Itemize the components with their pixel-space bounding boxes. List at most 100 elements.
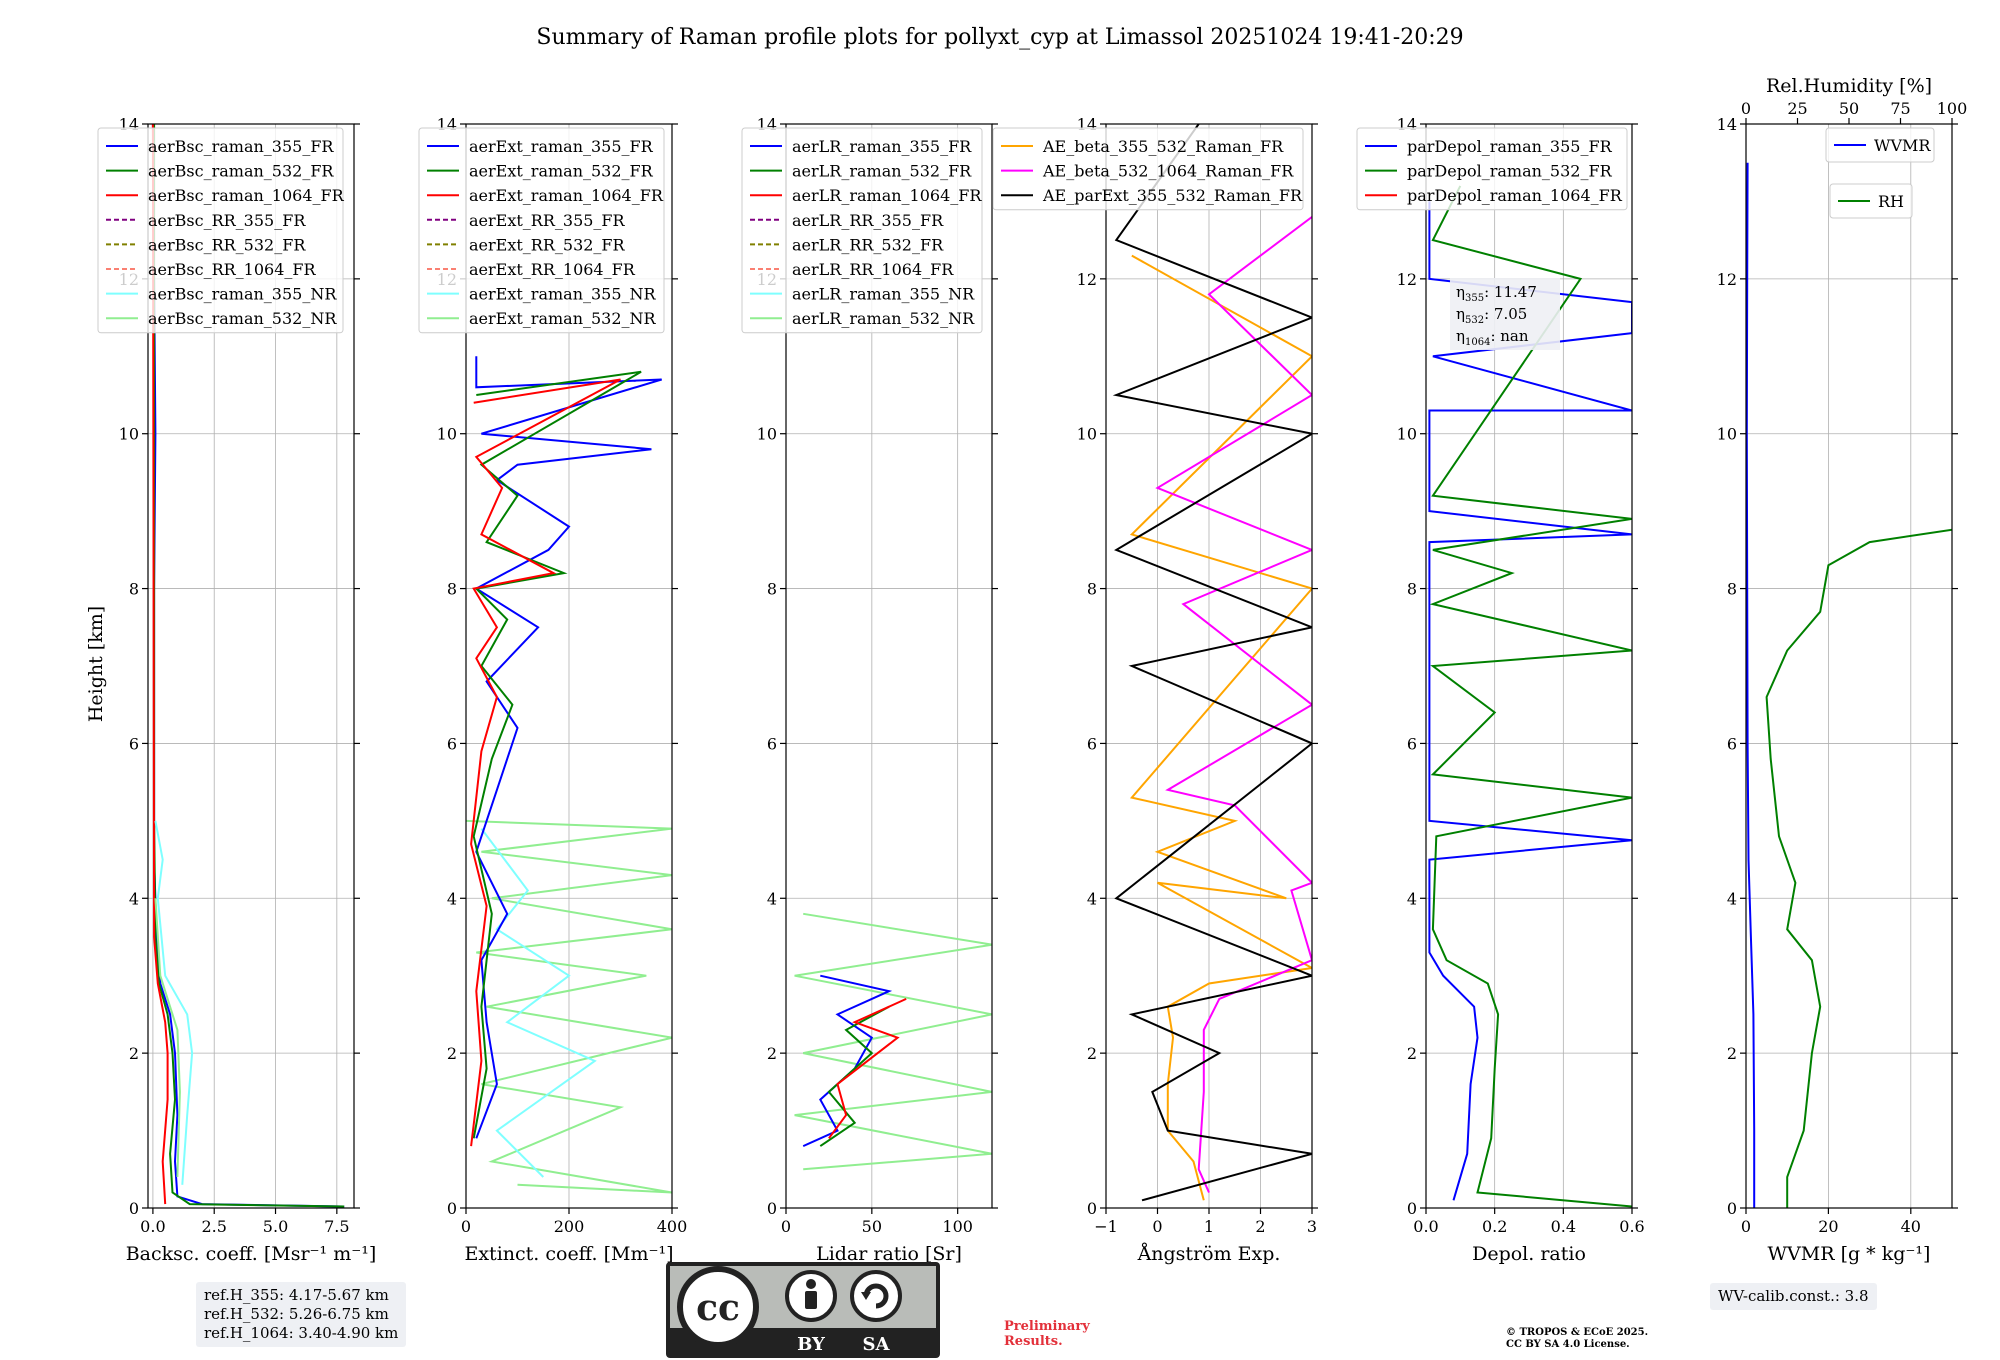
xtick-label-3: 7.5: [324, 1217, 349, 1236]
ytick-label-4: 4: [129, 889, 139, 908]
xtick-label-4: 3: [1307, 1217, 1317, 1236]
series-line-aerBsc_raman_1064_FR: [151, 124, 169, 1205]
x-axis-label: Lidar ratio [Sr]: [816, 1243, 962, 1265]
ytick-label-2: 2: [129, 1044, 139, 1063]
series-group-4: [1112, 124, 1312, 1202]
series-line-aerBsc_raman_355_FR: [151, 124, 345, 1208]
legend-label-aerLR_raman_355_FR: aerLR_raman_355_FR: [792, 137, 972, 156]
legend-label-aerBsc_raman_532_FR: aerBsc_raman_532_FR: [148, 162, 334, 181]
series-line-aerBsc_raman_355_NR: [154, 820, 194, 1185]
xtick-label-2: 100: [942, 1217, 973, 1236]
figure-title: Summary of Raman profile plots for polly…: [536, 25, 1463, 50]
series-group-3: [794, 912, 992, 1171]
panel-3: 02468101214050100Lidar ratio [Sr]aerLR_r…: [741, 115, 998, 1265]
preliminary-line-2: Results.: [1004, 1334, 1063, 1349]
xtick-label-1: 2.5: [201, 1217, 226, 1236]
ytick-label-4: 4: [447, 889, 457, 908]
ytick-label-10: 10: [1077, 425, 1097, 444]
ytick-label-0: 0: [447, 1199, 457, 1218]
series-line-aerExt_raman_532_NR: [466, 819, 672, 1194]
plot-frame: [785, 123, 993, 1209]
legend-label-aerExt_RR_355_FR: aerExt_RR_355_FR: [469, 211, 626, 230]
series-line-parDepol_raman_532_FR: [1429, 185, 1632, 1208]
legend-box-rh: [1829, 183, 1913, 219]
ytick-label-2: 2: [447, 1044, 457, 1063]
series-group-6: [1746, 162, 1952, 1208]
preliminary-line-1: Preliminary: [1004, 1319, 1090, 1334]
badge-by-label: BY: [797, 1334, 826, 1355]
ytick-label-8: 8: [767, 580, 777, 599]
legend-label-aerLR_raman_1064_FR: aerLR_raman_1064_FR: [792, 186, 982, 205]
eta-1064: η1064: nan: [1456, 327, 1529, 348]
ytick-label-6: 6: [1087, 734, 1097, 753]
plot-frame: [1745, 123, 1953, 1209]
ytick-label-10: 10: [1717, 425, 1737, 444]
ytick-label-8: 8: [129, 580, 139, 599]
series-line-aerExt_raman_1064_FR: [470, 378, 621, 1147]
legend-box: [97, 127, 344, 334]
ytick-label-0: 0: [1407, 1199, 1417, 1218]
legend-label-AE_beta_355_532_Raman_FR: AE_beta_355_532_Raman_FR: [1042, 137, 1284, 156]
ytick-label-4: 4: [767, 889, 777, 908]
xtick-label-1: 0: [1152, 1217, 1162, 1236]
series-group-5: [1428, 185, 1632, 1208]
series-line-parDepol_raman_355_FR: [1428, 201, 1632, 1201]
sa-share-alike-icon: [850, 1270, 902, 1322]
x-axis-label: Extinct. coeff. [Mm⁻¹]: [464, 1243, 673, 1265]
ytick-label-14: 14: [1717, 115, 1737, 134]
xtick-label-1: 50: [862, 1217, 882, 1236]
series-line-aerExt_raman_355_NR: [480, 828, 597, 1178]
legend-label-aerLR_RR_532_FR: aerLR_RR_532_FR: [792, 235, 944, 254]
top-xtick-label-4: 100: [1937, 99, 1968, 118]
legend-label-aerBsc_raman_532_NR: aerBsc_raman_532_NR: [148, 309, 337, 328]
ytick-label-4: 4: [1087, 889, 1097, 908]
xtick-label-0: 0.0: [1413, 1217, 1438, 1236]
legend-label-aerLR_raman_355_NR: aerLR_raman_355_NR: [792, 285, 975, 304]
legend-label-aerLR_RR_1064_FR: aerLR_RR_1064_FR: [792, 260, 954, 279]
xtick-label-2: 40: [1901, 1217, 1921, 1236]
legend-label-aerLR_RR_355_FR: aerLR_RR_355_FR: [792, 211, 944, 230]
legend-label-aerExt_raman_355_FR: aerExt_raman_355_FR: [469, 137, 654, 156]
legend-label-aerBsc_raman_1064_FR: aerBsc_raman_1064_FR: [148, 186, 345, 205]
plot-frame: [147, 123, 355, 1209]
x-axis-label: WVMR [g * kg⁻¹]: [1768, 1243, 1931, 1265]
svg-text:cc: cc: [696, 1287, 740, 1329]
legend-label-AE_beta_532_1064_Raman_FR: AE_beta_532_1064_Raman_FR: [1042, 162, 1294, 181]
top-xtick-label-0: 0: [1741, 99, 1751, 118]
ytick-label-8: 8: [447, 580, 457, 599]
badge-sa-label: SA: [863, 1334, 891, 1355]
ytick-label-4: 4: [1727, 889, 1737, 908]
cc-icon: [677, 1266, 759, 1348]
legend-label-aerBsc_RR_532_FR: aerBsc_RR_532_FR: [148, 235, 306, 254]
ytick-label-2: 2: [767, 1044, 777, 1063]
eta-532: η532: 7.05: [1456, 305, 1527, 326]
ref-height-532: ref.H_532: 5.26-6.75 km: [204, 1305, 389, 1323]
ytick-label-6: 6: [767, 734, 777, 753]
top-xtick-label-1: 25: [1787, 99, 1807, 118]
series-line-aerLR_raman_532_FR: [819, 1005, 890, 1147]
legend-box: [1356, 127, 1628, 211]
ytick-label-0: 0: [1087, 1199, 1097, 1218]
series-line-aerLR_raman_532_NR: [794, 912, 992, 1171]
plot-frame: [1425, 123, 1633, 1209]
legend-label-aerExt_RR_532_FR: aerExt_RR_532_FR: [469, 235, 626, 254]
legend-label-aerExt_raman_532_NR: aerExt_raman_532_NR: [469, 309, 657, 328]
xtick-label-0: 0: [781, 1217, 791, 1236]
x-axis-label: Depol. ratio: [1472, 1243, 1586, 1265]
legend-label-aerExt_raman_355_NR: aerExt_raman_355_NR: [469, 285, 657, 304]
legend-label-aerExt_raman_1064_FR: aerExt_raman_1064_FR: [469, 186, 664, 205]
xtick-label-1: 20: [1818, 1217, 1838, 1236]
legend-label-RH: RH: [1878, 192, 1904, 211]
x-axis-label: Backsc. coeff. [Msr⁻¹ m⁻¹]: [126, 1243, 377, 1265]
top-xtick-label-2: 50: [1839, 99, 1859, 118]
series-line-aerLR_raman_355_FR: [802, 974, 893, 1148]
legend-label-WVMR: WVMR: [1874, 136, 1931, 155]
cc-by-sa-license-badge: cc BY SA: [666, 1262, 940, 1358]
legend-label-aerBsc_raman_355_FR: aerBsc_raman_355_FR: [148, 137, 334, 156]
series-line-WVMR: [1746, 162, 1756, 1208]
legend-box: [992, 127, 1304, 211]
